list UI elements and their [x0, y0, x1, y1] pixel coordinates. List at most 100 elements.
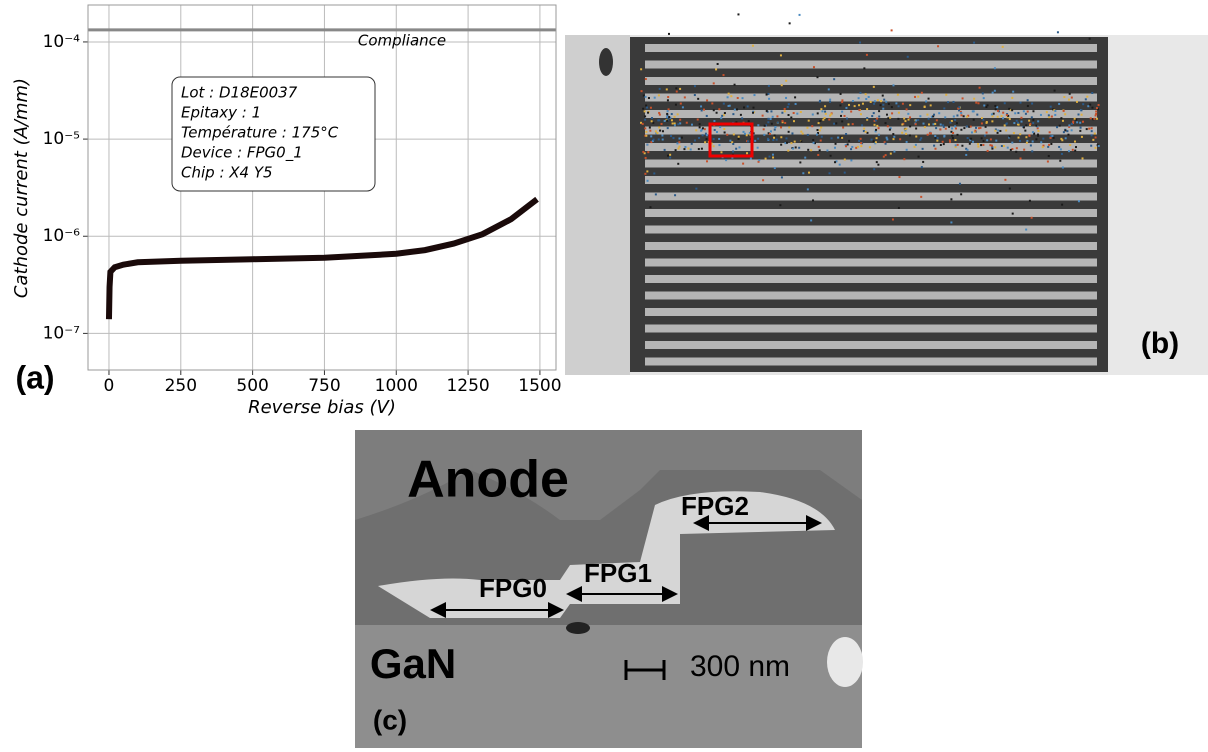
- dot: [921, 147, 924, 150]
- dot: [867, 95, 870, 98]
- dot: [693, 94, 696, 97]
- info-line: Device : FPG0_1: [181, 144, 303, 163]
- dot: [1013, 122, 1016, 125]
- dot: [781, 120, 784, 123]
- dot: [669, 116, 672, 119]
- dot: [715, 111, 718, 114]
- dot: [1008, 187, 1011, 190]
- dot: [972, 110, 975, 113]
- dot: [982, 118, 985, 121]
- dot: [1092, 138, 1095, 141]
- dot: [770, 122, 773, 125]
- dot: [994, 108, 997, 111]
- dot: [863, 67, 866, 70]
- dot: [816, 133, 819, 136]
- dot: [932, 123, 935, 126]
- dot: [1028, 199, 1031, 202]
- panel-label: (a): [15, 359, 54, 395]
- dot: [871, 115, 874, 118]
- panel-label: (c): [373, 704, 407, 735]
- dot: [1017, 136, 1020, 139]
- dot: [712, 138, 715, 141]
- fpg2-label: FPG2: [681, 491, 749, 521]
- dot: [996, 131, 999, 134]
- dot: [872, 140, 875, 143]
- dot: [812, 66, 815, 69]
- dot: [895, 102, 898, 105]
- dot: [886, 138, 889, 141]
- dot: [817, 132, 820, 135]
- dot: [728, 104, 731, 107]
- dot: [995, 139, 998, 142]
- dot: [786, 105, 789, 108]
- dot: [1063, 96, 1066, 99]
- dot: [743, 106, 746, 109]
- dot: [649, 129, 652, 132]
- dot: [713, 119, 716, 122]
- dot: [891, 112, 894, 115]
- dot: [1039, 113, 1042, 116]
- dot: [657, 138, 660, 141]
- dot: [1031, 102, 1034, 105]
- dot: [745, 134, 748, 137]
- dot: [1084, 98, 1087, 101]
- dot: [942, 125, 945, 128]
- dot: [776, 115, 779, 118]
- dot: [1028, 119, 1031, 122]
- dot: [859, 91, 862, 94]
- dot: [781, 111, 784, 114]
- micrograph-c: [355, 430, 863, 748]
- dot: [864, 130, 867, 133]
- dot: [1079, 121, 1082, 124]
- dot: [1089, 103, 1092, 106]
- dot: [968, 142, 971, 145]
- dot: [1095, 107, 1098, 110]
- dot: [951, 127, 954, 130]
- dot: [678, 141, 681, 144]
- dot: [769, 130, 772, 133]
- dot: [927, 117, 930, 120]
- dot: [727, 92, 730, 95]
- dot: [1053, 109, 1056, 112]
- stripe: [645, 324, 1097, 333]
- dot: [701, 127, 704, 130]
- y-tick-label: 10⁻⁷: [43, 323, 81, 343]
- dot: [765, 124, 768, 127]
- dot: [954, 139, 957, 142]
- dot: [698, 123, 701, 126]
- dot: [1090, 134, 1093, 137]
- dot: [928, 132, 931, 135]
- dot: [873, 123, 876, 126]
- dot: [741, 117, 744, 120]
- dot: [1024, 129, 1027, 132]
- dot: [1019, 133, 1022, 136]
- dot: [1060, 152, 1063, 155]
- y-tick-label: 10⁻⁴: [43, 32, 81, 52]
- dot: [926, 113, 929, 116]
- dot: [939, 123, 942, 126]
- dot: [818, 129, 821, 132]
- dot: [788, 126, 791, 129]
- dot: [670, 135, 673, 138]
- dot: [645, 104, 648, 107]
- dot: [875, 161, 878, 164]
- dot: [909, 125, 912, 128]
- dot: [926, 133, 929, 136]
- dot: [905, 148, 908, 151]
- dot: [833, 146, 836, 149]
- dot: [936, 139, 939, 142]
- dot: [700, 129, 703, 132]
- dot: [1008, 136, 1011, 139]
- dot: [857, 97, 860, 100]
- dot: [996, 109, 999, 112]
- dot: [680, 136, 683, 139]
- dot: [735, 147, 738, 150]
- dot: [695, 129, 698, 132]
- dot: [737, 13, 740, 16]
- dot: [738, 146, 741, 149]
- dot: [961, 144, 964, 147]
- stripe: [645, 77, 1097, 85]
- info-line: Température : 175°C: [181, 124, 339, 142]
- dot: [860, 145, 863, 148]
- dot: [703, 128, 706, 131]
